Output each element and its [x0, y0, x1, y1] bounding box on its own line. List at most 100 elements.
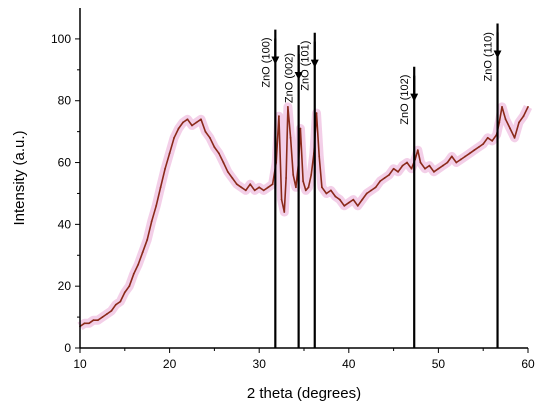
data-point [468, 152, 471, 155]
y-axis-title: Intensity (a.u.) [11, 130, 28, 225]
data-point [424, 167, 426, 170]
data-point [240, 186, 243, 189]
y-tick-label: 0 [64, 341, 71, 355]
data-point [292, 174, 295, 176]
x-tick-label: 40 [342, 357, 356, 371]
data-point [295, 186, 297, 189]
data-point [410, 167, 413, 170]
data-point [383, 177, 386, 179]
data-point [473, 149, 476, 152]
data-point [119, 300, 122, 303]
y-tick-label: 40 [58, 217, 72, 231]
data-point [285, 177, 287, 179]
data-point [509, 127, 511, 130]
peak-label: ZnO (110) [483, 32, 495, 81]
x-tick-label: 20 [163, 357, 177, 371]
data-point [177, 127, 180, 130]
data-point [455, 161, 458, 164]
data-point [217, 152, 220, 155]
data-point [168, 152, 171, 155]
data-point [361, 198, 364, 201]
data-point [283, 211, 286, 213]
data-point [226, 170, 229, 173]
data-point [182, 121, 184, 124]
data-point [504, 118, 507, 121]
data-point [307, 186, 310, 189]
data-point [244, 189, 247, 192]
data-point [141, 251, 144, 254]
data-point [278, 115, 280, 118]
data-point [482, 143, 485, 145]
data-point [253, 189, 256, 192]
x-axis-title: 2 theta (degrees) [247, 385, 361, 402]
data-point [304, 189, 307, 192]
ticks: 10 20 30 40 50 60 0 20 40 60 80 100 [51, 32, 535, 371]
data-point [491, 140, 494, 142]
data-point [388, 174, 391, 176]
data-point [101, 316, 104, 318]
data-point [204, 130, 207, 133]
peak-label: ZnO (002) [284, 53, 296, 103]
data-point [159, 186, 162, 189]
y-tick-label: 80 [58, 94, 72, 108]
data-point [97, 319, 99, 322]
x-tick-label: 10 [73, 357, 87, 371]
data-point [173, 136, 175, 139]
data-point [164, 167, 167, 170]
data-point [213, 146, 216, 148]
data-point [343, 204, 346, 207]
data-point [146, 238, 149, 241]
data-point [522, 115, 525, 118]
data-point [450, 155, 453, 158]
data-point [527, 106, 529, 108]
plot-area [77, 102, 533, 331]
data-point [329, 189, 332, 192]
data-point [114, 303, 117, 306]
data-point [441, 164, 444, 167]
data-point [123, 291, 126, 294]
data-point [428, 164, 431, 167]
data-point [321, 186, 323, 189]
data-point [501, 106, 503, 108]
x-tick-label: 60 [521, 357, 535, 371]
data-point [92, 319, 95, 322]
data-point [235, 183, 238, 186]
data-point [83, 322, 86, 325]
data-point [365, 192, 368, 195]
data-point [437, 167, 440, 170]
data-point [518, 121, 520, 124]
data-point [258, 186, 261, 189]
data-point [249, 183, 252, 186]
data-point [315, 112, 318, 114]
data-point [137, 263, 140, 266]
x-tick-label: 30 [253, 357, 267, 371]
data-point [286, 106, 289, 108]
peak-label: ZnO (101) [300, 41, 312, 91]
data-point [271, 183, 274, 186]
data-point [231, 177, 234, 179]
data-point [370, 189, 373, 192]
data-point [262, 189, 265, 192]
peak-label: ZnO (102) [399, 75, 411, 125]
data-point [433, 170, 435, 173]
data-point [155, 204, 158, 207]
data-point [110, 310, 113, 312]
data-point [105, 313, 108, 315]
data-point [446, 161, 449, 164]
data-point [302, 180, 305, 182]
data-point [347, 201, 350, 204]
data-point [374, 186, 377, 189]
data-point [338, 198, 341, 201]
data-point [406, 161, 408, 164]
data-point [132, 272, 135, 275]
data-point [401, 164, 404, 167]
data-point [352, 198, 355, 201]
data-point [477, 146, 480, 148]
data-point [397, 170, 399, 173]
data-point [88, 322, 90, 325]
data-point [513, 136, 516, 139]
data-point [486, 136, 489, 139]
data-point [464, 155, 467, 158]
y-tick-label: 60 [58, 156, 72, 170]
data-point [222, 161, 225, 164]
